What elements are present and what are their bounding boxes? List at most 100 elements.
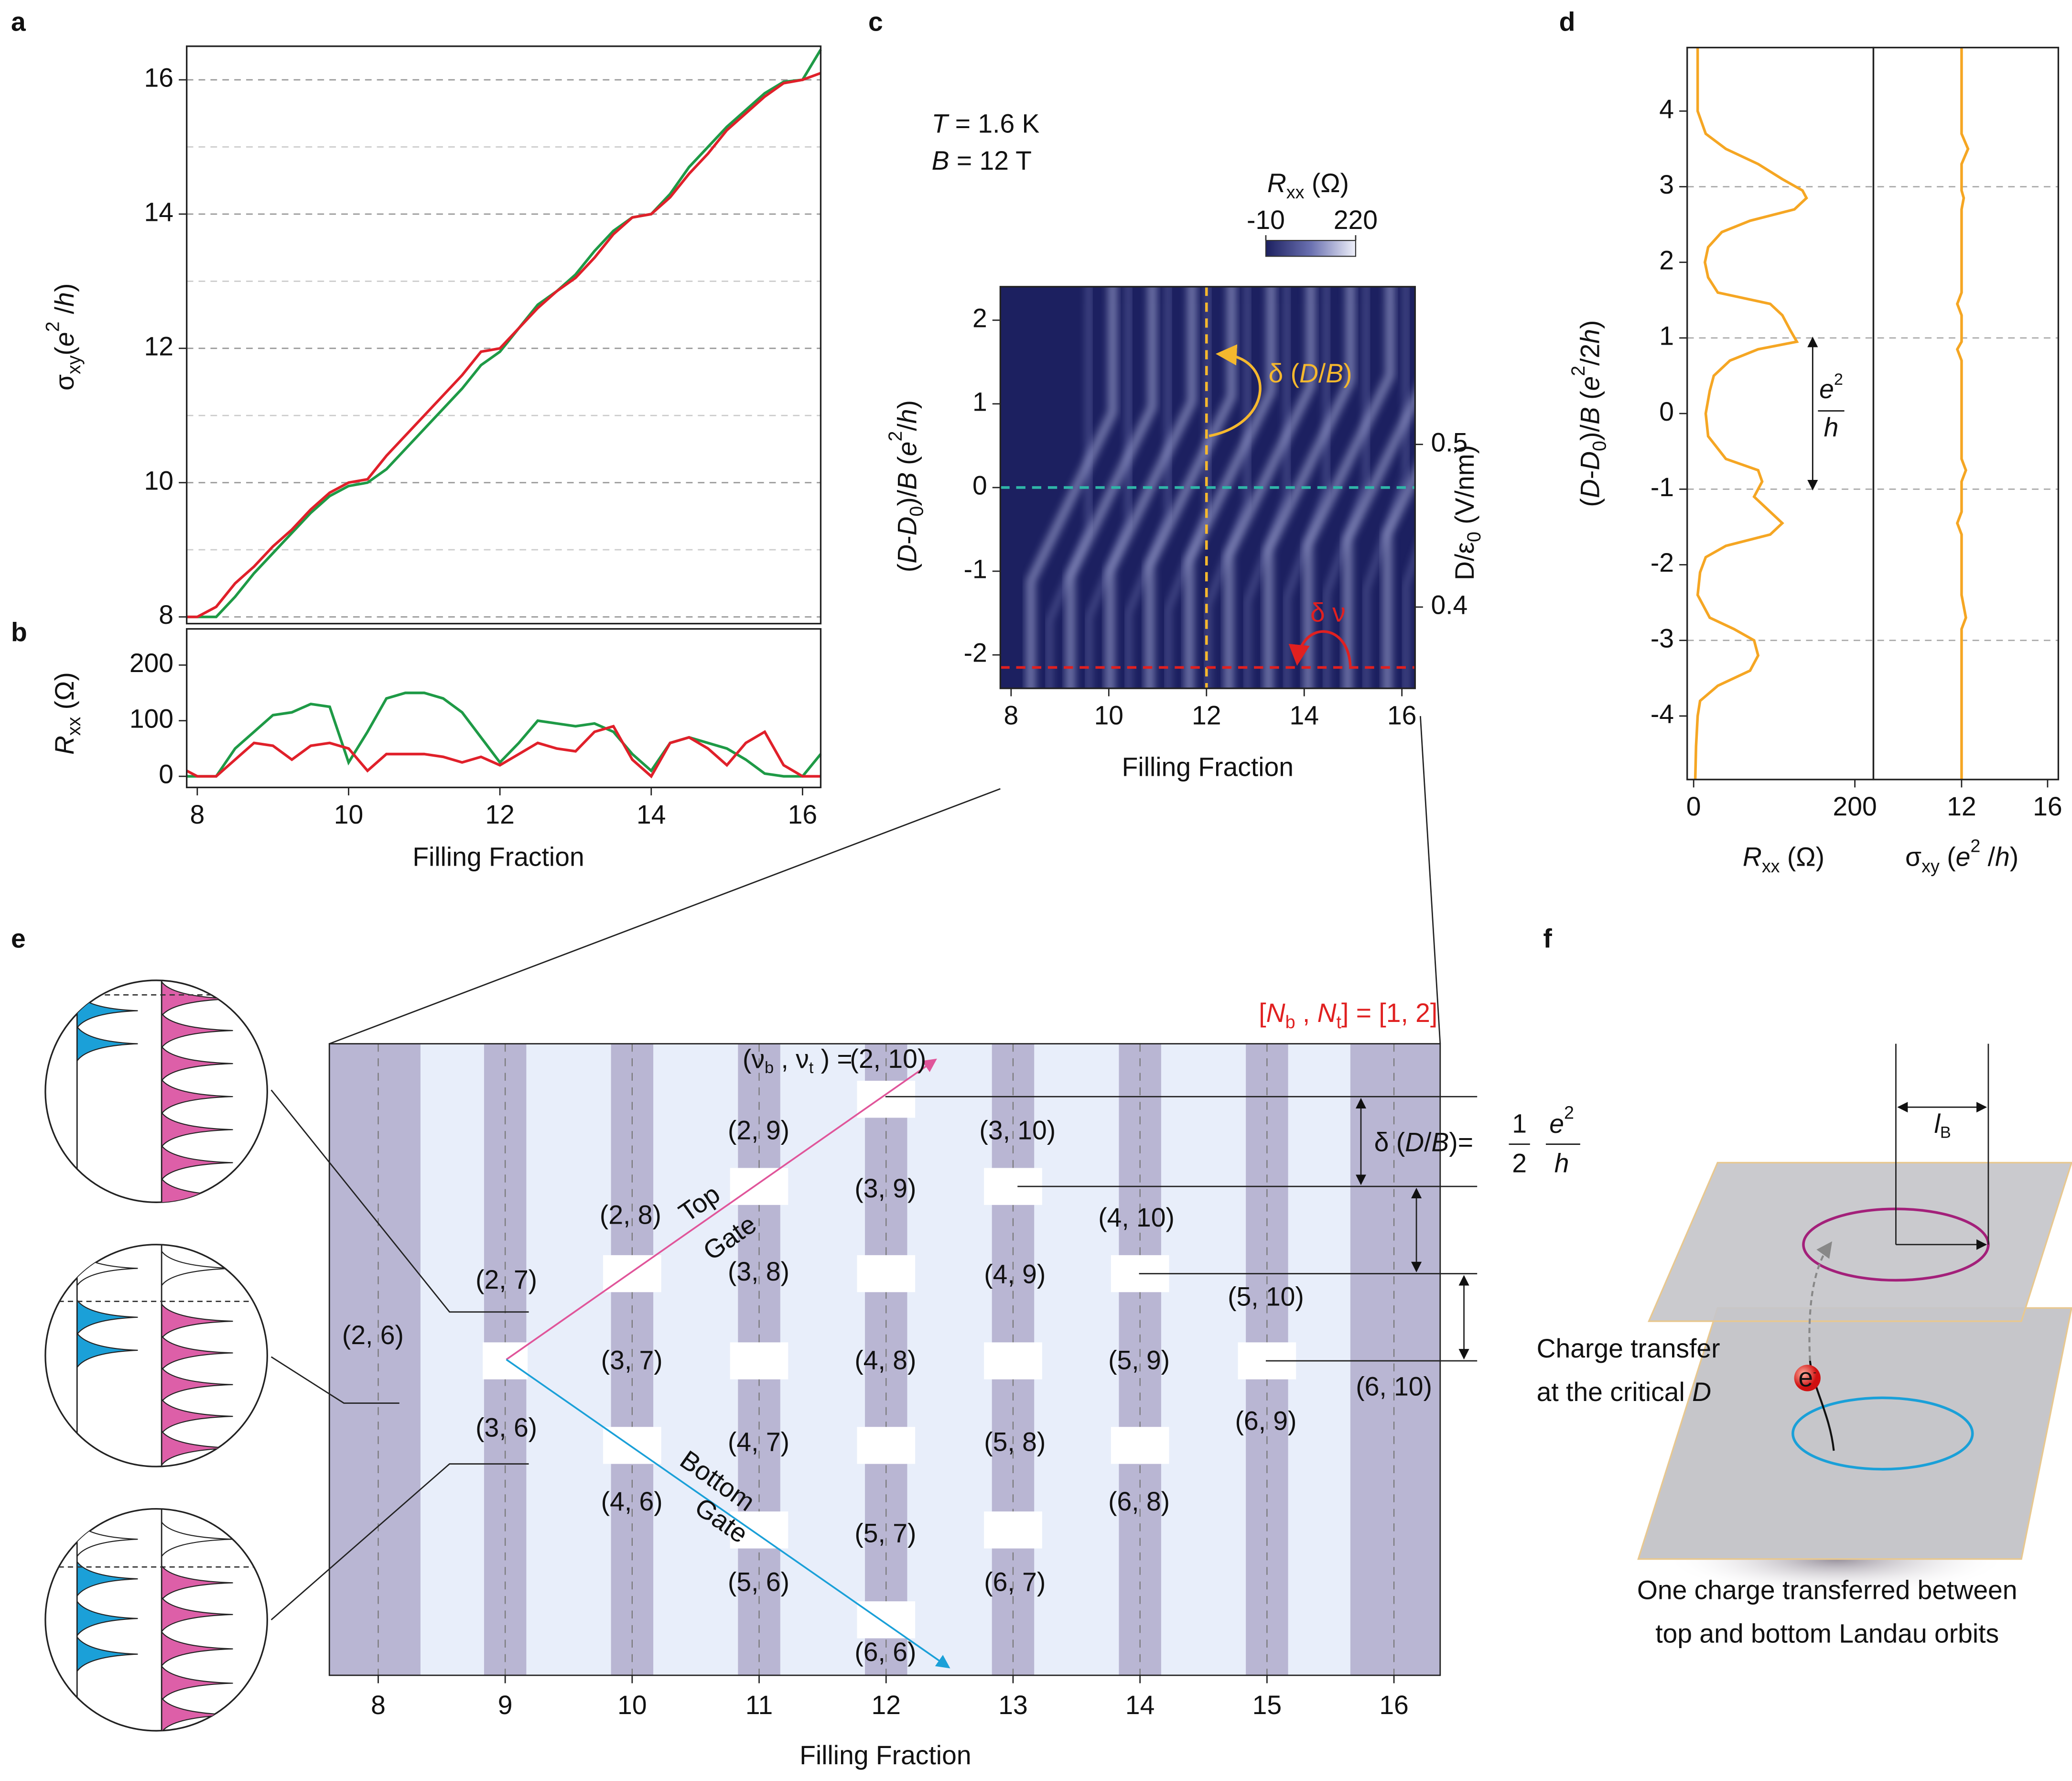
text-part: 0 (1589, 441, 1610, 451)
text-part: B (1940, 1124, 1951, 1142)
text-part: 2 (43, 321, 64, 332)
heatmap-streak (1184, 286, 1276, 689)
text-part: t (1337, 1012, 1342, 1032)
y-tick-label: 1 (1659, 321, 1674, 351)
heatmap-streak (1145, 286, 1236, 689)
data-line (186, 691, 822, 778)
state-label: (6, 6) (854, 1637, 916, 1667)
text-part: ) (1343, 358, 1352, 388)
text-part: )= (1449, 1127, 1473, 1157)
text-part: 0 (1464, 532, 1485, 542)
electron-label: e- (1798, 1362, 1816, 1392)
state-label: (2, 9) (728, 1115, 789, 1145)
y-axis-label: (D-D0)/B (e2/h) (885, 400, 928, 572)
x-tick-label: 16 (788, 800, 817, 829)
x-axis-label: σxy (e2 /h) (1905, 836, 2018, 876)
text-part: - (1575, 470, 1605, 479)
inset-circle (44, 1508, 268, 1732)
x-axis-label: Filling Fraction (1122, 752, 1294, 782)
y-axis-label: σxy(e2 /h) (43, 283, 85, 391)
y-tick-label: -2 (1651, 548, 1674, 577)
y-tick-label: -3 (1651, 623, 1674, 653)
y-tick-label: 0 (1659, 397, 1674, 426)
text-part: B (1326, 358, 1343, 388)
text-part: xy (64, 355, 85, 374)
state-label: (6, 10) (1356, 1372, 1432, 1401)
fraction-numerator: 1 (1512, 1109, 1527, 1139)
x-tick-label: 9 (498, 1690, 513, 1720)
x-tick-label: 0 (1686, 792, 1701, 821)
x-tick-label: 14 (1289, 701, 1318, 730)
top-plane (1648, 1162, 2072, 1322)
text-part: R (50, 736, 79, 755)
crossing-square (730, 1342, 788, 1379)
text-part: Charge transfer (1537, 1334, 1720, 1363)
x-tick-label: 12 (872, 1690, 901, 1720)
text-part: D (892, 544, 922, 564)
text-part: = 12 T (950, 146, 1032, 175)
axes-frame (186, 45, 822, 625)
text-part: e (1956, 842, 1971, 871)
dos-peak (161, 1366, 233, 1404)
text-part: )/ (1575, 424, 1605, 441)
text-part: ) (1575, 320, 1605, 329)
text-part: σ (50, 374, 79, 391)
top-gate-arrow (506, 1058, 937, 1360)
text-part: t (809, 1059, 814, 1077)
data-line (1694, 47, 1808, 780)
annotation-arrow (1288, 630, 1352, 666)
state-label: (2, 6) (342, 1320, 404, 1350)
x-tick-label: 200 (1833, 792, 1877, 821)
dos-peak (161, 1011, 233, 1050)
text-part: h (1995, 842, 2010, 871)
y-tick-label: 3 (1659, 170, 1674, 199)
dos-peak (76, 1331, 138, 1369)
inset-circle (44, 979, 268, 1203)
data-line (186, 725, 821, 779)
data-line (1955, 47, 1970, 780)
text-part: T (932, 109, 950, 138)
bottom-orbit (1791, 1396, 1974, 1471)
colorbar-tick-label: -10 (1247, 205, 1285, 235)
y-tick-label: -4 (1651, 699, 1674, 729)
dos-peak (76, 1298, 138, 1336)
x-tick-label: 12 (1192, 701, 1221, 730)
state-label: (6, 9) (1235, 1406, 1296, 1436)
text-part: B (892, 472, 922, 490)
x-tick-label: 8 (190, 800, 205, 829)
condition-text: B = 12 T (932, 146, 1032, 175)
state-label: (6, 7) (984, 1567, 1046, 1597)
state-label: (3, 10) (979, 1115, 1056, 1145)
state-label: (5, 6) (728, 1567, 789, 1597)
state-label: (2, 7) (475, 1265, 537, 1294)
state-label: (5, 9) (1108, 1345, 1170, 1375)
text-part: )/ (892, 489, 922, 506)
text-part: R (1267, 168, 1286, 198)
state-label: (4, 9) (984, 1260, 1046, 1289)
state-label: (3, 8) (728, 1257, 789, 1286)
text-part: (ν (743, 1044, 765, 1074)
dos-peak (161, 1630, 233, 1668)
inset-link (270, 1089, 529, 1313)
caption: Charge transfer (1537, 1334, 1720, 1363)
x-tick-label: 15 (1252, 1690, 1282, 1720)
dos-peak (161, 1044, 233, 1083)
x-tick-label: 8 (1004, 701, 1018, 730)
text-part: e (50, 332, 79, 347)
fraction-denominator: h (1824, 413, 1839, 442)
axes-frame (1686, 46, 1875, 781)
x-axis-label: Filling Fraction (799, 1740, 971, 1770)
text-part: ) (2010, 842, 2018, 871)
panel-label: e (11, 924, 26, 954)
text-part: l (1934, 1109, 1941, 1139)
electron (1794, 1365, 1821, 1391)
text-part: ) (892, 400, 922, 409)
text-part: 2 (1834, 370, 1843, 389)
text-part: e (1575, 376, 1605, 391)
panel-label: b (11, 617, 27, 647)
text-part: ( (892, 563, 922, 572)
colorbar-label: Rxx (Ω) (1267, 168, 1349, 203)
caption: top and bottom Landau orbits (1655, 1619, 1999, 1649)
text-part: b (765, 1059, 774, 1077)
